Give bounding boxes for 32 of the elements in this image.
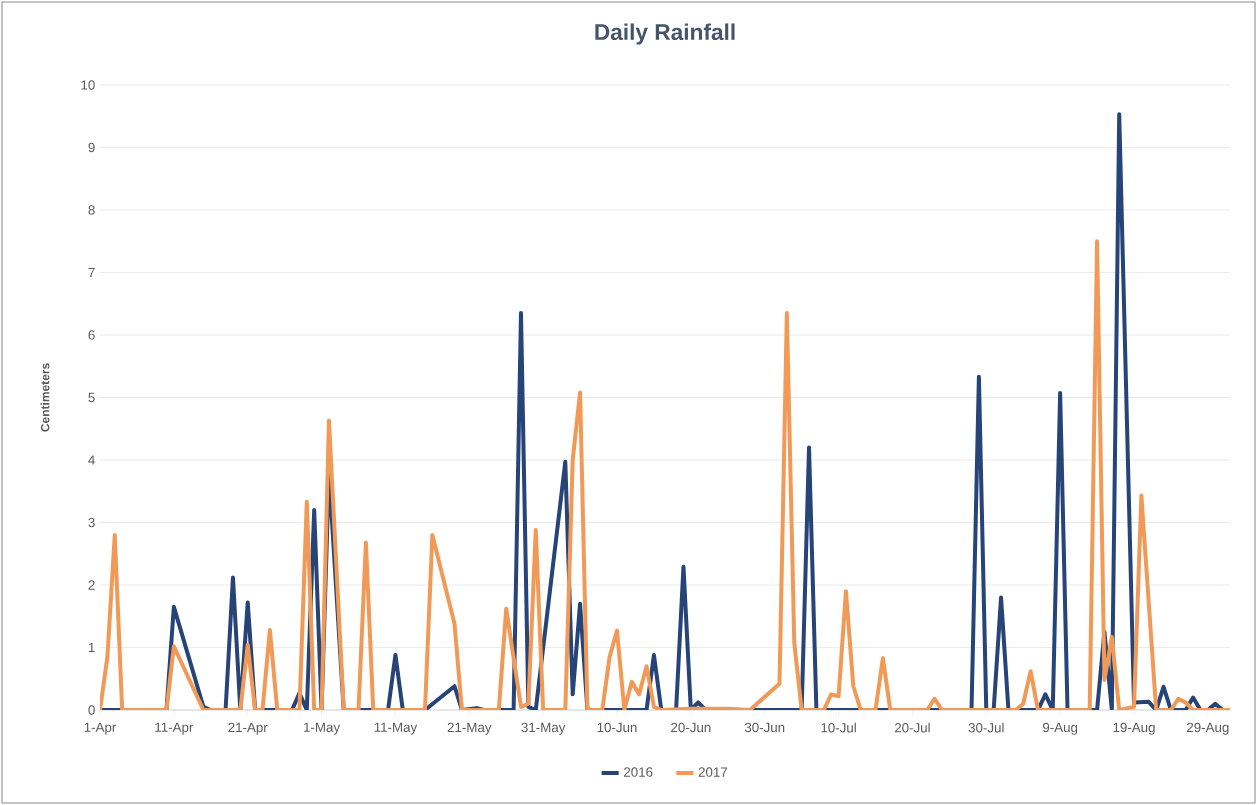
x-tick-label: 21-May	[447, 722, 492, 735]
y-tick-label: 0	[88, 705, 95, 715]
x-tick-label: 10-Jun	[597, 722, 637, 733]
y-tick-label: 4	[88, 455, 95, 465]
x-tick-label: 11-Apr	[155, 722, 194, 735]
x-tick-label: 21-Apr	[228, 722, 268, 735]
x-tick-label: 10-Jul	[821, 722, 856, 733]
y-tick-label: 7	[88, 267, 95, 278]
x-tick-label: 1-Apr	[84, 722, 117, 735]
legend-label: 2017	[698, 767, 728, 777]
x-tick-label: 30-Jul	[968, 722, 1004, 733]
y-tick-label: 2	[88, 580, 95, 590]
line-series	[100, 239, 1231, 710]
x-tick-label: 1-May	[304, 722, 341, 735]
y-axis-title: Centimeters	[40, 363, 50, 432]
x-tick-label: 29-Aug	[1187, 722, 1229, 735]
x-tick-label: 11-May	[374, 722, 418, 735]
x-tick-label: 20-Jul	[894, 722, 930, 733]
legend-label: 2016	[624, 767, 653, 777]
y-tick-label: 6	[88, 330, 95, 340]
y-tick-label: 8	[88, 205, 95, 215]
x-tick-label: 31-May	[521, 722, 566, 735]
x-tick-label: 30-Jun	[744, 722, 785, 733]
y-tick-label: 10	[81, 80, 95, 90]
x-tick-label: 20-Jun	[671, 722, 711, 733]
x-tick-label: 19-Aug	[1113, 722, 1155, 735]
y-tick-label: 9	[88, 142, 95, 153]
x-tick-label: 9-Aug	[1042, 722, 1078, 735]
y-tick-label: 1	[88, 642, 95, 653]
chart-title: Daily Rainfall	[595, 23, 735, 45]
y-tick-label: 3	[88, 517, 95, 528]
y-tick-label: 5	[88, 392, 95, 403]
